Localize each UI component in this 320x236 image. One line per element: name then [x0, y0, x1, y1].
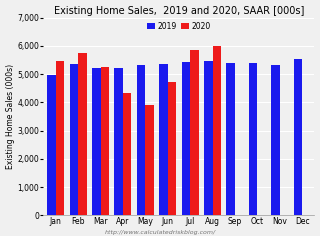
Bar: [249, 63, 257, 215]
Y-axis label: Existing Home Sales (000s): Existing Home Sales (000s): [5, 64, 14, 169]
Bar: [137, 65, 145, 215]
Bar: [159, 64, 168, 215]
Bar: [271, 65, 280, 215]
Bar: [227, 63, 235, 215]
Bar: [294, 59, 302, 215]
Bar: [92, 68, 100, 215]
Bar: [56, 61, 64, 215]
Bar: [190, 50, 199, 215]
Bar: [114, 68, 123, 215]
Title: Existing Home Sales,  2019 and 2020, SAAR [000s]: Existing Home Sales, 2019 and 2020, SAAR…: [54, 6, 304, 16]
Bar: [212, 46, 221, 215]
Bar: [181, 62, 190, 215]
Bar: [100, 67, 109, 215]
Bar: [47, 75, 56, 215]
Bar: [168, 82, 176, 215]
Text: http://www.calculatedriskblog.com/: http://www.calculatedriskblog.com/: [104, 230, 216, 235]
Legend: 2019, 2020: 2019, 2020: [148, 21, 210, 30]
Bar: [145, 105, 154, 215]
Bar: [78, 53, 87, 215]
Bar: [123, 93, 132, 215]
Bar: [204, 62, 212, 215]
Bar: [69, 64, 78, 215]
